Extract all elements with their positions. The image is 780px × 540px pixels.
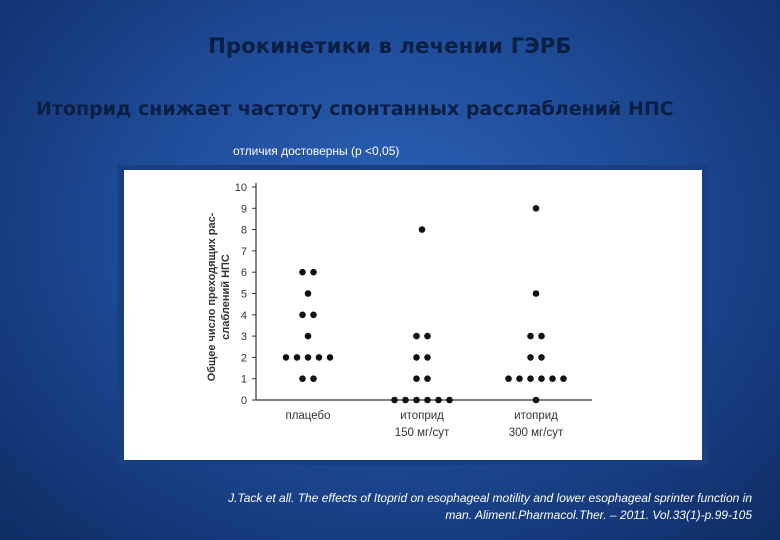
- data-point: [424, 354, 431, 361]
- y-tick-label: 5: [241, 289, 247, 301]
- data-point: [299, 311, 306, 319]
- data-point: [413, 375, 420, 382]
- y-tick-label: 9: [241, 203, 247, 215]
- data-point: [299, 375, 306, 382]
- data-point: [549, 375, 556, 382]
- data-point: [446, 396, 453, 404]
- significance-note: отличия достоверны (p <0,05): [233, 144, 400, 158]
- x-category-label: плацебо: [285, 410, 330, 422]
- data-point: [310, 268, 317, 276]
- data-point: [424, 396, 431, 404]
- data-point: [532, 205, 540, 212]
- x-category-sublabel: 150 мг/сут: [395, 427, 450, 439]
- data-point: [560, 375, 567, 382]
- data-point: [413, 396, 420, 404]
- data-point: [326, 354, 334, 361]
- data-point: [304, 290, 312, 297]
- data-point: [516, 375, 523, 382]
- data-point: [418, 226, 426, 233]
- x-category-sublabel: 300 мг/сут: [509, 427, 564, 439]
- y-tick-label: 6: [241, 267, 247, 279]
- chart-panel: 0 1 2 3 4 5 6 7 8 9 10 плацебо итоприд 150 мг/сут ито…: [124, 170, 702, 460]
- data-point: [293, 354, 301, 361]
- data-point: [304, 332, 312, 340]
- source-line-1: J.Tack et all. The effects of Itoprid on…: [228, 491, 752, 505]
- data-point: [435, 396, 442, 404]
- data-point: [527, 354, 534, 361]
- y-tick-label: 2: [241, 352, 247, 364]
- x-category-label: итоприд: [400, 410, 444, 422]
- data-point: [402, 396, 409, 404]
- data-point: [315, 354, 323, 361]
- y-tick-label: 1: [241, 374, 247, 386]
- chart-frame: 0 1 2 3 4 5 6 7 8 9 10 плацебо итоприд 150 мг/сут ито…: [118, 165, 708, 465]
- data-point: [282, 354, 290, 361]
- data-point: [527, 375, 534, 382]
- data-point: [413, 332, 420, 340]
- scatter-chart: 0 1 2 3 4 5 6 7 8 9 10 плацебо итоприд 150 мг/сут ито…: [206, 182, 592, 439]
- x-category-label: итоприд: [514, 410, 558, 422]
- data-point: [538, 332, 545, 340]
- data-point: [299, 268, 306, 276]
- y-axis-label-line-1: Общее число преходящих рас-: [206, 212, 218, 381]
- y-tick-label: 7: [241, 246, 247, 258]
- data-point: [532, 290, 540, 297]
- source-line-2: man. Aliment.Pharmacol.Ther. – 2011. Vol…: [445, 508, 752, 522]
- data-point: [310, 375, 317, 382]
- data-point: [505, 375, 512, 382]
- data-point: [424, 375, 431, 382]
- data-point: [304, 354, 312, 361]
- y-tick-label: 4: [241, 310, 247, 322]
- data-point: [310, 311, 317, 319]
- y-tick-label: 8: [241, 225, 247, 237]
- slide-title: Прокинетики в лечении ГЭРБ: [208, 34, 572, 58]
- data-point: [527, 332, 534, 340]
- data-point: [538, 375, 545, 382]
- y-axis-label-line-2: слаблений НПС: [220, 254, 232, 340]
- y-tick-label: 3: [241, 331, 247, 343]
- data-point: [424, 332, 431, 340]
- y-tick-label: 10: [235, 182, 247, 194]
- y-tick-label: 0: [241, 395, 247, 407]
- data-point: [391, 396, 398, 404]
- data-point: [532, 396, 540, 404]
- data-point: [538, 354, 545, 361]
- source-citation: J.Tack et all. The effects of Itoprid on…: [112, 490, 752, 524]
- data-point: [413, 354, 420, 361]
- slide-subtitle: Итоприд снижает частоту спонтанных рассл…: [36, 98, 674, 120]
